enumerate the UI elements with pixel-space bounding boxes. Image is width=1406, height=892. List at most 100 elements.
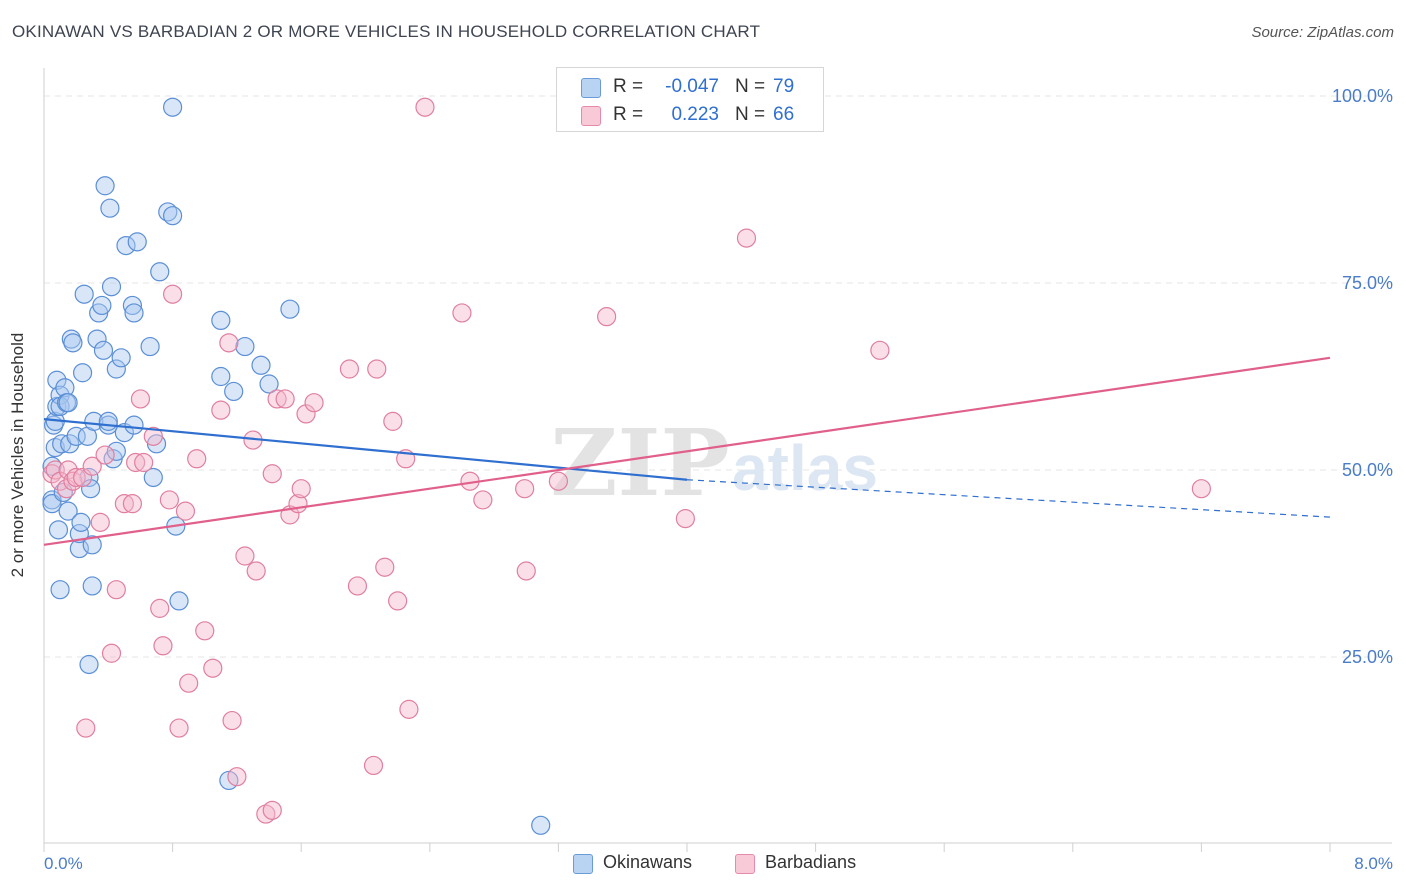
data-point [516,561,536,581]
data-point [375,557,395,577]
axes [43,68,1392,852]
data-point [76,718,96,738]
data-point [870,340,890,360]
data-point [79,654,99,675]
data-point [72,363,93,383]
data-point [82,535,102,555]
data-point [388,591,408,611]
data-point [81,479,101,499]
data-point [235,546,255,566]
data-point [106,359,126,379]
data-point [163,284,183,304]
data-point [304,393,324,413]
data-point [339,359,360,379]
data-point [140,336,160,357]
trend-lines [43,356,1331,546]
data-point [163,97,183,117]
data-point [63,471,83,491]
data-point [95,176,115,196]
data-point [116,236,136,256]
data-point [66,467,86,488]
data-point [82,456,102,476]
data-point [58,393,78,413]
legend-n-label: N = [735,104,766,125]
legend-row-barbadians: R = 0.223 N = 66 [557,102,823,130]
data-point [195,621,215,641]
gridlines [44,95,1392,658]
data-point [106,580,126,600]
pink-swatch-icon [581,106,601,126]
watermark-zip: ZIP [550,409,729,517]
data-point [71,512,91,532]
data-point [74,284,94,304]
legend-label-okinawans: Okinawans [603,852,693,872]
data-point [58,501,78,521]
data-point [473,490,493,510]
okinawans-points [42,97,551,835]
data-point [415,97,435,117]
source-label: Source: ZipAtlas.com [1251,24,1394,41]
data-point [235,336,255,357]
watermark-atlas: atlas [732,432,878,504]
data-point [122,295,143,316]
data-point [122,494,143,514]
pink-legend-icon [735,854,755,874]
data-point [143,467,163,488]
y-tick-label: 50.0% [1342,460,1393,480]
data-point [280,299,300,319]
data-point [92,295,112,316]
data-point [124,415,144,435]
data-point [169,591,189,611]
chart-title: OKINAWAN VS BARBADIAN 2 OR MORE VEHICLES… [12,22,761,41]
data-point [124,303,144,323]
legend-r-value: -0.047 [665,76,719,97]
x-tick-label-min: 0.0% [44,854,83,873]
data-point [82,576,102,596]
data-point [675,509,695,529]
data-point [251,355,271,375]
data-point [259,374,279,394]
data-point [134,452,154,473]
data-point [347,576,368,596]
data-point [111,348,131,368]
y-tick-label: 25.0% [1342,647,1393,667]
data-point [93,340,114,360]
legend-r-value: 0.223 [671,104,719,125]
data-point [363,755,384,776]
data-point [367,359,387,379]
data-point [150,598,170,618]
data-point [227,767,247,787]
data-point [130,389,151,409]
data-point [98,411,118,431]
data-point [203,658,223,678]
data-point [597,307,617,327]
data-point [95,445,115,465]
data-point [87,329,107,349]
data-point [101,277,122,297]
data-point [100,198,120,218]
data-point [219,333,239,353]
data-point [296,404,316,424]
data-point [150,262,170,282]
data-point [267,389,287,409]
data-point [736,228,757,248]
legend-n-value: 66 [773,104,795,125]
data-point [42,456,62,476]
data-point [101,643,122,663]
y-tick-label: 75.0% [1342,273,1393,293]
data-point [275,389,295,409]
data-point [224,381,244,402]
correlation-legend: R = -0.047 N = 79 R = 0.223 N = 66 [556,67,824,132]
data-point [114,494,134,514]
legend-n-label: N = [735,76,766,97]
data-point [169,718,189,738]
okinawans-trend-extension [686,479,1331,518]
data-point [452,303,472,323]
data-point [211,400,231,420]
blue-legend-icon [573,854,593,874]
data-point [143,426,163,446]
x-tick-label-max: 8.0% [1354,854,1393,873]
data-point [163,206,183,226]
data-point [90,512,110,532]
